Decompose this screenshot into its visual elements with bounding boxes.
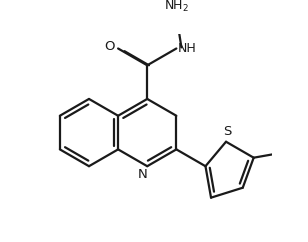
Text: NH$_2$: NH$_2$	[164, 0, 189, 14]
Text: S: S	[223, 125, 231, 138]
Text: NH: NH	[177, 42, 196, 55]
Text: N: N	[138, 168, 148, 182]
Text: O: O	[104, 40, 115, 53]
